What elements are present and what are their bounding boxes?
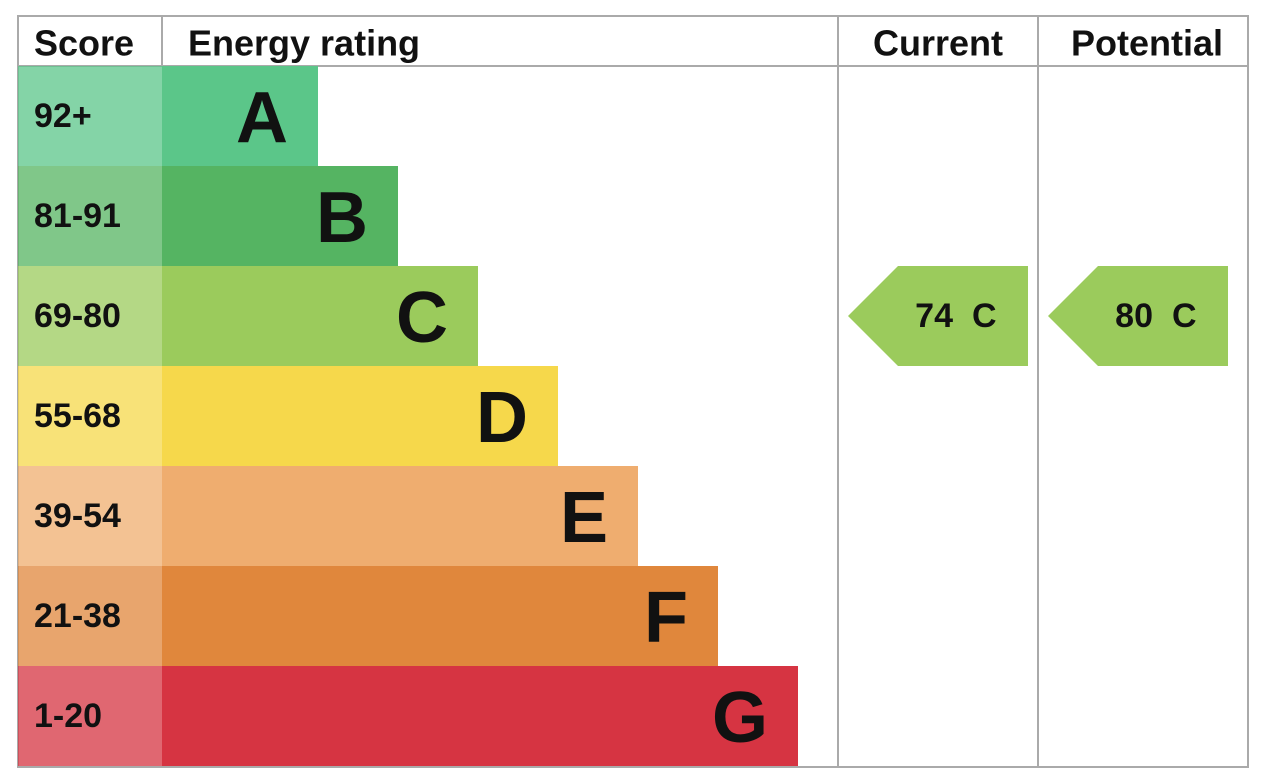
- band-letter: F: [644, 578, 688, 658]
- header-rating: Energy rating: [188, 23, 420, 64]
- rating-bar: [162, 266, 478, 366]
- band-letter: E: [560, 478, 608, 558]
- band-score: 92+: [34, 97, 92, 135]
- score-cell: [18, 166, 162, 266]
- rating-bar: [162, 566, 718, 666]
- band-letter: B: [316, 178, 368, 258]
- rating-bar: [162, 366, 558, 466]
- band-score: 55-68: [34, 397, 121, 435]
- rating-bar: [162, 466, 638, 566]
- band-letter: D: [476, 378, 528, 458]
- rating-bar: [162, 666, 798, 766]
- current-value: 74: [915, 297, 953, 335]
- score-cell: [18, 66, 162, 166]
- header-potential: Potential: [1071, 23, 1223, 64]
- band-score: 21-38: [34, 597, 121, 635]
- band-letter: G: [712, 678, 768, 758]
- potential-arrow: [1048, 266, 1228, 366]
- band-score: 39-54: [34, 497, 121, 535]
- band-score: 69-80: [34, 297, 121, 335]
- band-letter: A: [236, 78, 288, 158]
- current-arrow: [848, 266, 1028, 366]
- band-score: 1-20: [34, 697, 102, 735]
- header-score: Score: [34, 23, 134, 64]
- potential-value: 80: [1115, 297, 1153, 335]
- score-cell: [18, 366, 162, 466]
- rating-bar: [162, 166, 398, 266]
- band-letter: C: [396, 278, 448, 358]
- rating-bar: [162, 66, 318, 166]
- score-cell: [18, 466, 162, 566]
- band-score: 81-91: [34, 197, 121, 235]
- score-cell: [18, 266, 162, 366]
- current-letter: C: [972, 297, 997, 335]
- score-cell: [18, 666, 162, 766]
- header-current: Current: [873, 23, 1003, 64]
- score-cell: [18, 566, 162, 666]
- potential-letter: C: [1172, 297, 1197, 335]
